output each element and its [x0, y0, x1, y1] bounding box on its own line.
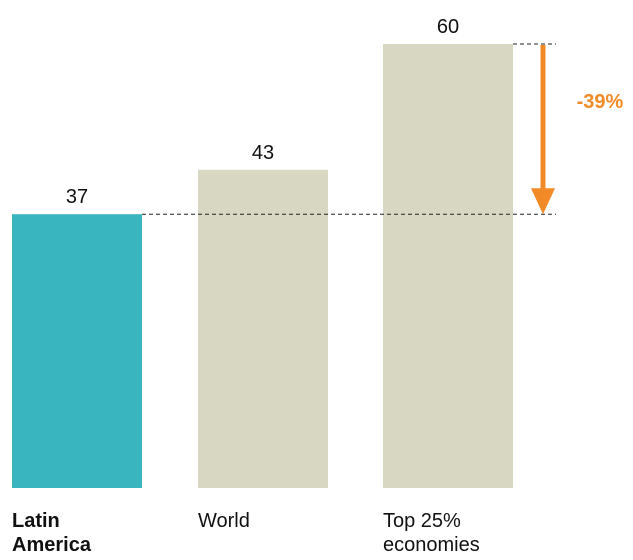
category-label-latin-america: Latin America: [12, 510, 92, 556]
bar-latin-america: [12, 214, 142, 488]
bar-top-25-economies: [383, 44, 513, 488]
delta-label: -39%: [577, 91, 624, 113]
value-labels-group: 37 43 60: [66, 16, 459, 208]
bars-group: [12, 44, 513, 489]
delta-annotation: -39%: [531, 45, 624, 215]
category-label-world: World: [198, 510, 250, 532]
value-label-latin-america: 37: [66, 186, 88, 208]
category-label-top-25-economies: Top 25% economies: [383, 510, 480, 556]
category-labels-group: Latin America World Top 25% economies: [12, 510, 480, 556]
reference-lines-group: [142, 43, 556, 215]
value-label-world: 43: [252, 142, 274, 164]
delta-arrow-head: [531, 188, 555, 215]
value-label-top-25-economies: 60: [437, 16, 459, 38]
bar-world: [198, 169, 328, 489]
